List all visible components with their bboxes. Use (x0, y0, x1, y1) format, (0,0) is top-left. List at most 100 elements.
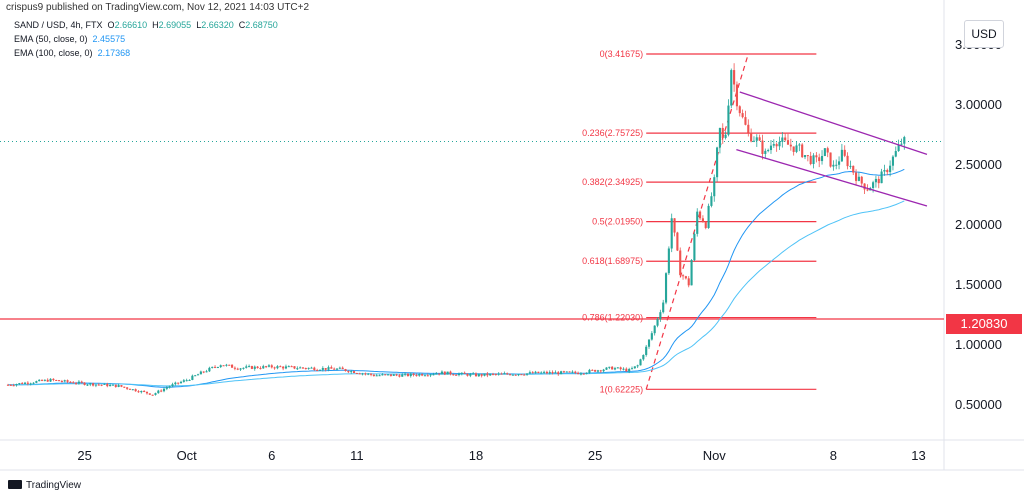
candle-body (693, 233, 696, 261)
candle-body (111, 384, 115, 386)
candle-body (418, 374, 421, 376)
fib-level-label: 0.236(2.75725) (582, 128, 643, 138)
open-label: O (107, 20, 115, 30)
candle-body (259, 368, 262, 370)
candle-body (647, 339, 651, 347)
symbol-line: SAND / USD, 4h, FTX O2.66610 H2.69055 L2… (14, 18, 278, 32)
candle-body (517, 374, 520, 376)
candle-body (426, 375, 429, 377)
legend: SAND / USD, 4h, FTX O2.66610 H2.69055 L2… (14, 18, 278, 60)
fib-level-label: 1(0.62225) (600, 384, 644, 394)
candle-body (287, 366, 290, 368)
candle-body (764, 150, 767, 154)
candle-body (123, 386, 126, 388)
candle-body (46, 379, 49, 382)
candle-body (506, 373, 509, 375)
candle-body (562, 371, 565, 373)
y-tick-label: 1.00000 (955, 337, 1002, 352)
candle-body (401, 374, 404, 377)
candle-body (815, 155, 818, 158)
time-axis[interactable]: 25 Oct 6 11 18 25 Nov 8 13 (77, 448, 925, 463)
candle-body (168, 386, 171, 388)
candle-body (860, 176, 863, 184)
candle-body (75, 383, 78, 385)
candle-body (126, 387, 129, 389)
candle-body (35, 381, 38, 383)
candle-body (778, 141, 781, 147)
candle-body (219, 365, 222, 368)
candle-body (38, 379, 41, 382)
candle-body (409, 373, 412, 377)
candle-body (486, 373, 489, 376)
candle-body (262, 366, 265, 369)
candle-body (897, 144, 900, 152)
candle-body (656, 319, 659, 326)
candle-body (148, 393, 151, 395)
candle-body (784, 137, 787, 141)
candle-body (463, 372, 466, 374)
price-axis[interactable]: 3.500003.000002.500002.000001.500001.000… (955, 37, 1002, 412)
candle-body (554, 372, 557, 374)
y-tick-label: 0.50000 (955, 397, 1002, 412)
candle-body (525, 373, 529, 375)
candle-body (772, 144, 775, 146)
candle-body (730, 70, 733, 106)
candle-body (480, 374, 483, 376)
currency-button[interactable]: USD (964, 20, 1004, 48)
candle-body (602, 369, 605, 372)
candle-body (903, 137, 906, 144)
candle-body (174, 382, 177, 385)
candle-body (270, 365, 273, 368)
candle-body (117, 385, 120, 387)
candle-body (820, 155, 824, 162)
candle-body (837, 161, 841, 165)
candle-body (387, 374, 390, 376)
candle-body (537, 371, 540, 374)
candle-body (769, 145, 773, 151)
candle-body (199, 371, 202, 375)
candle-body (438, 373, 441, 375)
y-tick-label: 2.50000 (955, 157, 1002, 172)
candle-body (738, 106, 741, 114)
candle-body (72, 382, 75, 384)
candle-body (347, 371, 350, 373)
candle-body (245, 366, 248, 368)
candle-body (327, 367, 330, 370)
fib-level-label: 0.618(1.68975) (582, 256, 643, 266)
candle-body (296, 368, 299, 370)
candle-body (528, 372, 531, 374)
candle-body (679, 250, 682, 276)
candle-body (318, 369, 322, 371)
low-label: L (196, 20, 202, 30)
candle-body (690, 260, 693, 286)
fibonacci-retracement[interactable]: 0(3.41675) 0.236(2.75725) 0.382(2.34925) 0.… (582, 49, 817, 394)
descending-channel[interactable] (736, 91, 928, 207)
candle-body (52, 378, 55, 380)
ema50-value: 2.45575 (92, 34, 126, 44)
candle-body (534, 371, 537, 374)
candle-body (579, 373, 583, 375)
candle-body (758, 137, 761, 141)
candle-body (94, 384, 97, 386)
candle-body (701, 218, 704, 223)
candle-body (795, 145, 798, 152)
candle-body (596, 370, 600, 372)
candle-body (585, 372, 588, 374)
x-tick-label: 11 (350, 448, 364, 463)
candle-body (443, 371, 446, 375)
candle-body (645, 346, 648, 355)
close-label: C (238, 20, 246, 30)
candle-body (205, 371, 208, 373)
candle-body (440, 371, 444, 375)
candle-body (389, 374, 392, 376)
candle-body (727, 105, 730, 135)
candle-body (840, 149, 843, 162)
candle-body (543, 371, 546, 373)
candle-body (128, 388, 132, 390)
candle-body (591, 369, 594, 371)
candle-body (699, 211, 702, 219)
candle-body (829, 152, 832, 167)
candle-body (55, 379, 58, 381)
candle-body (284, 366, 288, 369)
